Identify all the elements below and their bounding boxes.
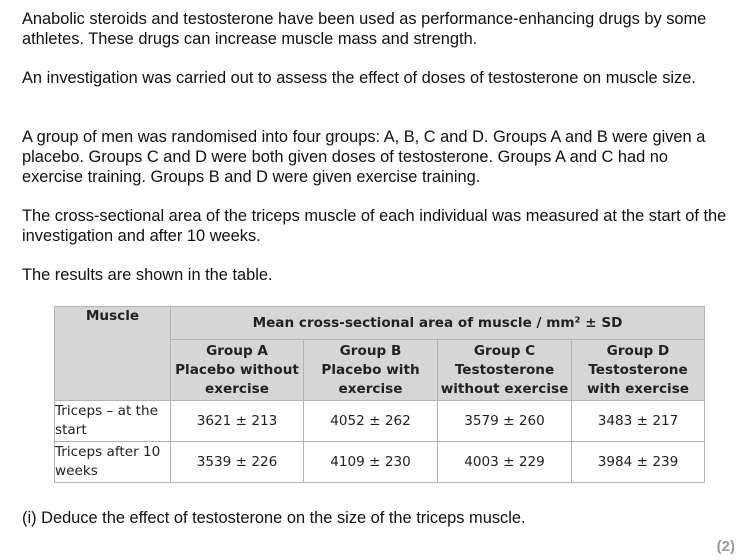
group-a-name: Group A xyxy=(206,342,268,359)
cell-after-group-b: 4109 ± 230 xyxy=(303,441,438,483)
group-a-header: Group A Placebo without exercise xyxy=(170,339,304,401)
cell-after-group-d: 3984 ± 239 xyxy=(571,441,705,483)
group-a-description: Placebo without exercise xyxy=(175,361,299,397)
cell-start-group-b: 4052 ± 262 xyxy=(303,400,438,442)
group-b-description: Placebo with exercise xyxy=(321,361,420,397)
cell-after-group-c: 4003 ± 229 xyxy=(437,441,572,483)
mean-area-header: Mean cross-sectional area of muscle / mm… xyxy=(170,306,705,340)
row-label-after-10-weeks: Triceps after 10 weeks xyxy=(54,441,171,483)
row-label-start: Triceps – at the start xyxy=(54,400,171,442)
cell-start-group-d: 3483 ± 217 xyxy=(571,400,705,442)
cell-after-group-a: 3539 ± 226 xyxy=(170,441,304,483)
group-d-header: Group D Testosterone with exercise xyxy=(571,339,705,401)
question-text: (i) Deduce the effect of testosterone on… xyxy=(22,509,526,527)
group-c-description: Testosterone without exercise xyxy=(440,361,569,397)
group-b-header: Group B Placebo with exercise xyxy=(303,339,438,401)
cell-start-group-c: 3579 ± 260 xyxy=(437,400,572,442)
results-table: Muscle Mean cross-sectional area of musc… xyxy=(54,306,705,483)
investigation-paragraph: An investigation was carried out to asse… xyxy=(22,69,696,87)
cell-start-group-a: 3621 ± 213 xyxy=(170,400,304,442)
results-intro-paragraph: The results are shown in the table. xyxy=(22,266,273,284)
group-c-name: Group C xyxy=(473,342,536,359)
marks-label: (2) xyxy=(716,538,735,555)
group-d-description: Testosterone with exercise xyxy=(586,361,690,397)
table-row: Triceps – at the start 3621 ± 213 4052 ±… xyxy=(54,400,705,442)
group-b-name: Group B xyxy=(339,342,402,359)
groups-paragraph: A group of men was randomised into four … xyxy=(22,128,706,186)
measurement-paragraph: The cross-sectional area of the triceps … xyxy=(22,207,727,245)
intro-paragraph: Anabolic steroids and testosterone have … xyxy=(22,10,707,48)
muscle-column-header: Muscle xyxy=(54,306,171,401)
group-d-name: Group D xyxy=(606,342,670,359)
group-c-header: Group C Testosterone without exercise xyxy=(437,339,572,401)
table-row: Triceps after 10 weeks 3539 ± 226 4109 ±… xyxy=(54,441,705,483)
